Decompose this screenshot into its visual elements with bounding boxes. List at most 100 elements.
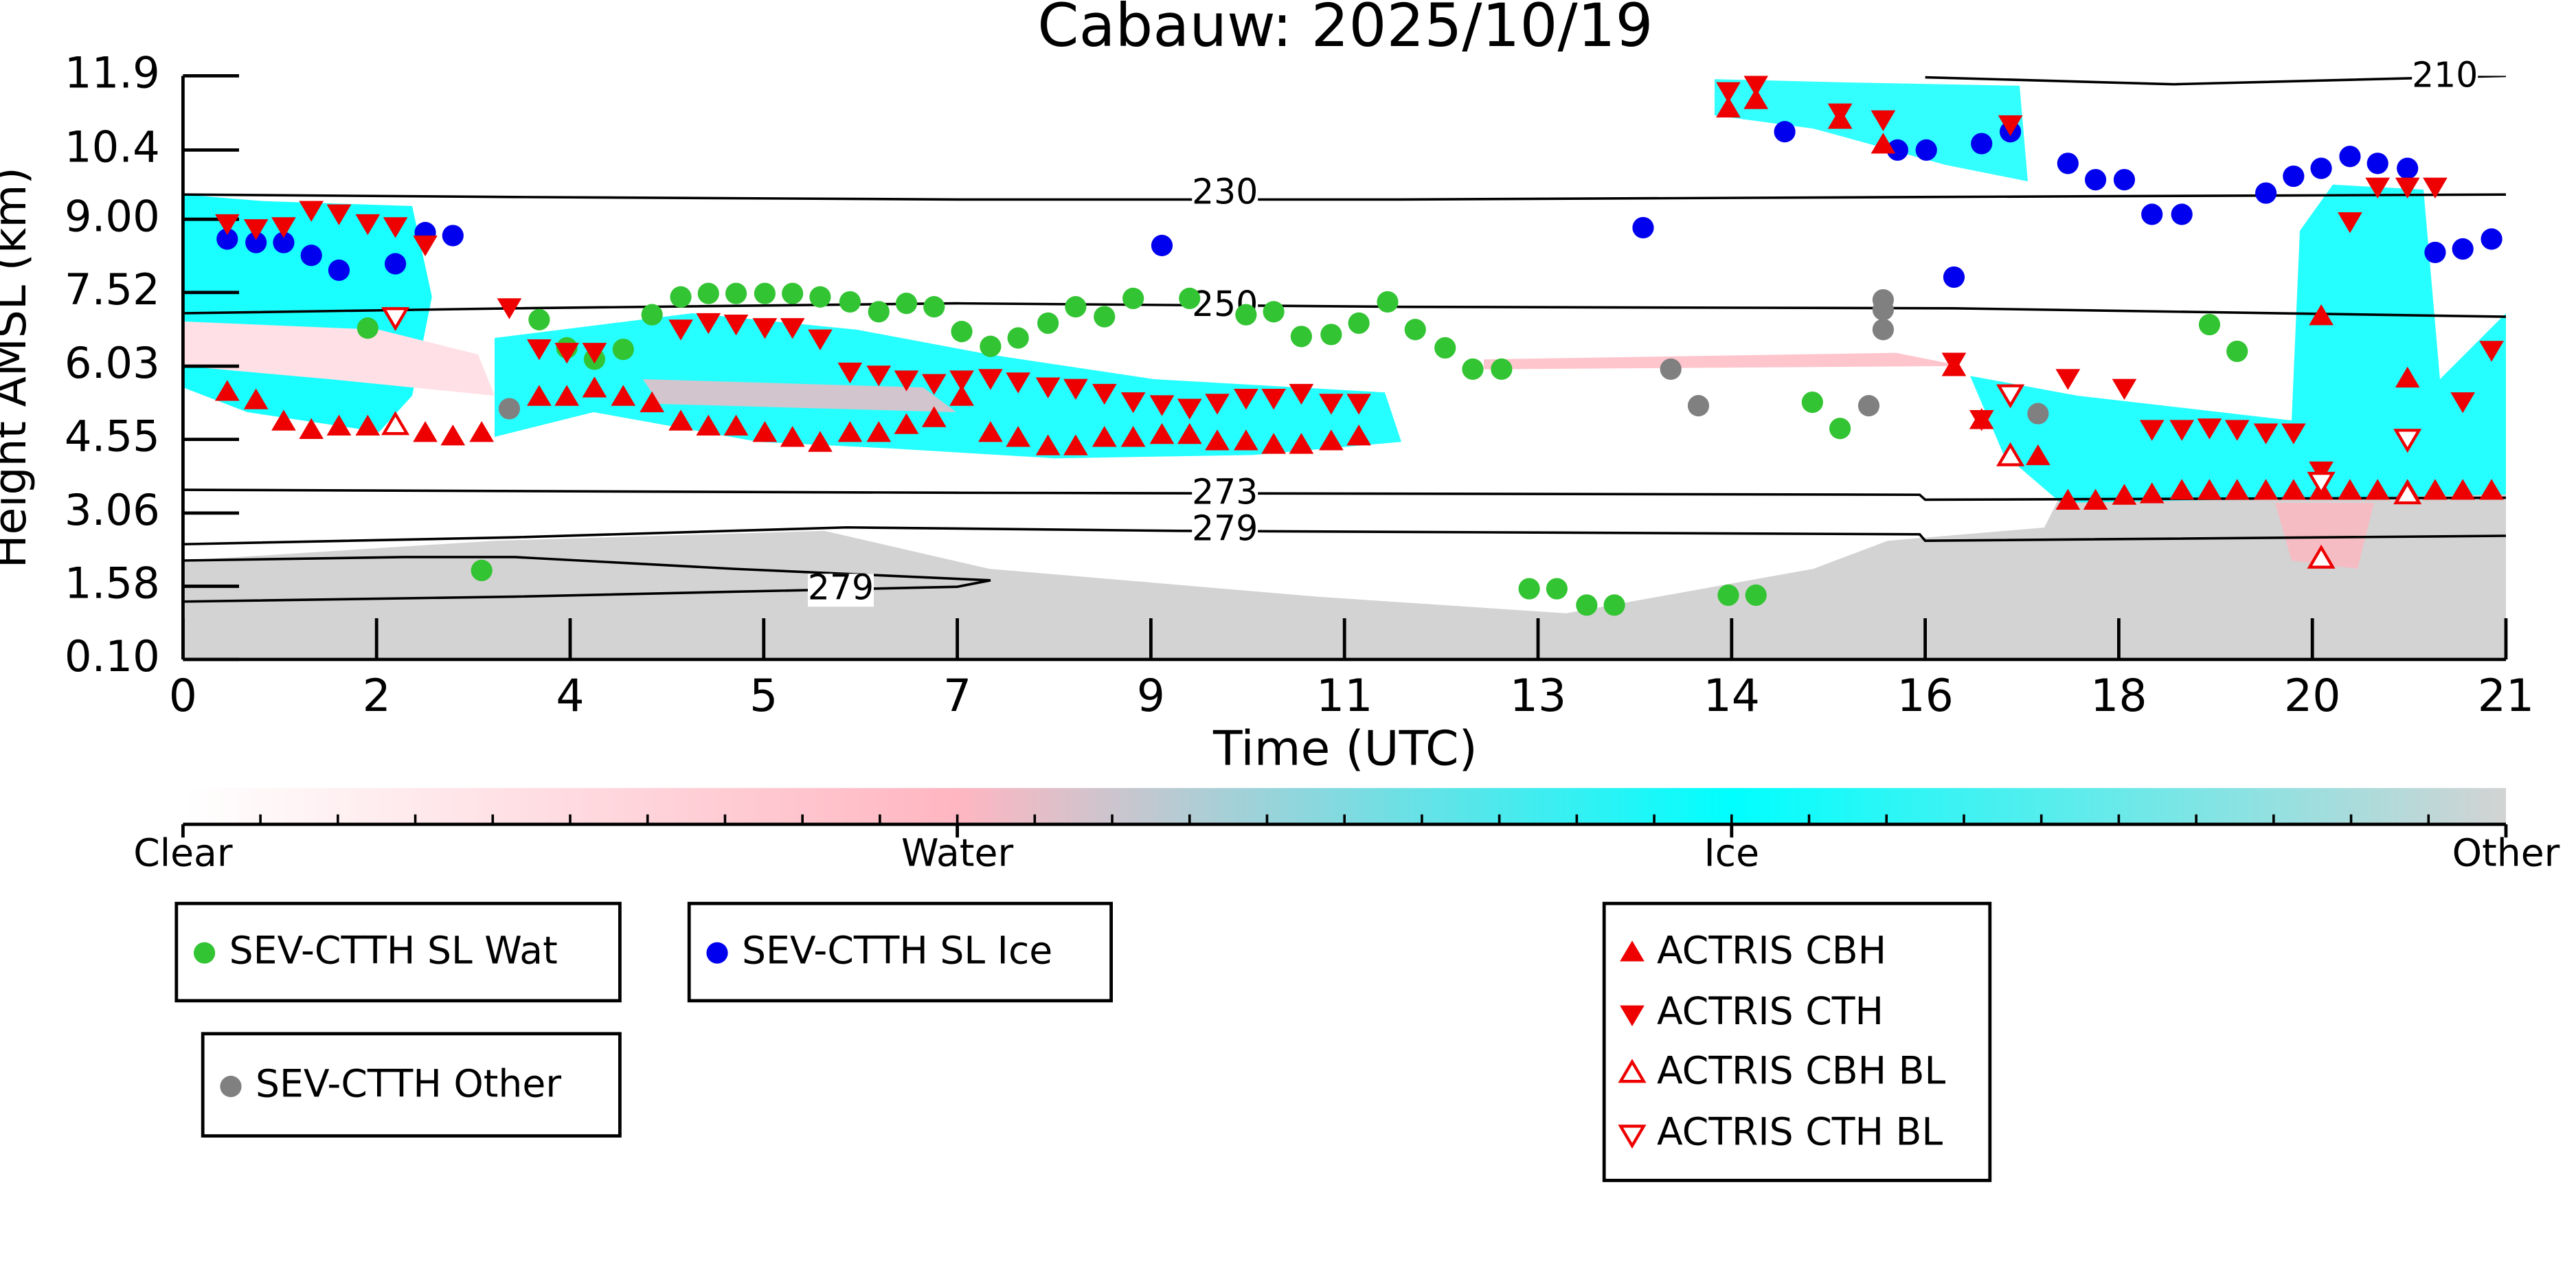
data-point bbox=[1063, 434, 1088, 455]
data-point bbox=[554, 343, 580, 364]
colorbar-minor-ticks bbox=[259, 814, 2430, 824]
data-point bbox=[2139, 420, 2165, 441]
data-point bbox=[527, 339, 552, 361]
x-axis-label: Time (UTC) bbox=[1212, 721, 1478, 776]
legend-marker bbox=[1620, 1005, 1645, 1026]
data-point bbox=[1886, 139, 1908, 161]
data-point bbox=[328, 259, 350, 281]
data-point bbox=[2397, 157, 2419, 179]
contour-label: 230 bbox=[1192, 172, 1258, 212]
legend-label: SEV-CTTH SL Ice bbox=[742, 929, 1052, 973]
data-point bbox=[837, 362, 863, 384]
data-point bbox=[582, 343, 607, 364]
data-point bbox=[582, 376, 607, 398]
chart-title: Cabauw: 2025/10/19 bbox=[1037, 0, 1653, 60]
data-point bbox=[214, 214, 240, 236]
data-point bbox=[1745, 584, 1767, 606]
data-point bbox=[1092, 426, 1117, 447]
x-tick-label: 5 bbox=[749, 670, 778, 722]
contour-label: 273 bbox=[1192, 472, 1258, 512]
data-point bbox=[1971, 133, 1993, 155]
data-point bbox=[1346, 394, 1371, 415]
x-tick-label: 13 bbox=[1510, 670, 1566, 722]
data-point bbox=[1319, 429, 1344, 451]
data-point bbox=[2055, 488, 2081, 510]
data-point bbox=[1234, 429, 1258, 451]
colorbar-label: Other bbox=[2452, 832, 2560, 876]
y-tick-label: 0.10 bbox=[65, 631, 160, 681]
legend-box bbox=[201, 1032, 622, 1138]
data-point bbox=[2112, 484, 2137, 505]
data-point bbox=[554, 385, 580, 406]
data-point bbox=[2450, 479, 2476, 500]
data-point bbox=[1346, 425, 1371, 446]
data-point bbox=[1871, 110, 1896, 132]
data-point bbox=[1065, 296, 1087, 318]
data-point bbox=[413, 420, 438, 442]
data-point bbox=[2481, 228, 2502, 250]
data-point bbox=[2253, 423, 2279, 444]
data-point bbox=[2083, 488, 2108, 510]
data-point bbox=[696, 313, 721, 335]
data-point bbox=[949, 370, 974, 392]
data-point bbox=[2395, 366, 2420, 388]
data-point bbox=[1660, 358, 1682, 380]
data-point bbox=[951, 321, 973, 343]
data-point bbox=[1007, 327, 1029, 349]
data-point bbox=[1348, 312, 1370, 334]
data-point bbox=[271, 217, 296, 238]
data-point bbox=[1827, 103, 1853, 124]
legend-marker bbox=[1618, 1059, 1647, 1083]
data-point bbox=[949, 385, 974, 406]
data-point bbox=[326, 414, 352, 436]
data-point bbox=[2026, 444, 2050, 466]
legend-box bbox=[1602, 901, 1992, 1182]
data-point bbox=[640, 391, 665, 413]
x-tick-label: 0 bbox=[169, 670, 197, 722]
data-point bbox=[2169, 420, 2195, 441]
data-point bbox=[1857, 395, 1880, 417]
data-point bbox=[1035, 377, 1061, 398]
data-point bbox=[1717, 584, 1739, 606]
cloud-mask-background bbox=[183, 79, 2506, 659]
data-point bbox=[1035, 434, 1061, 455]
data-point bbox=[921, 406, 947, 427]
x-tick-label: 11 bbox=[1316, 670, 1372, 722]
data-point bbox=[611, 385, 636, 406]
data-point bbox=[383, 217, 408, 238]
data-point bbox=[868, 301, 890, 323]
data-point bbox=[2283, 165, 2305, 188]
data-point bbox=[2226, 340, 2248, 363]
data-point bbox=[1377, 291, 1399, 313]
data-point bbox=[1063, 379, 1088, 400]
data-point bbox=[723, 414, 749, 436]
data-point bbox=[894, 370, 919, 392]
data-point bbox=[2224, 479, 2250, 500]
data-point bbox=[723, 315, 749, 336]
data-point bbox=[921, 374, 947, 395]
data-point bbox=[1743, 88, 1769, 109]
data-point bbox=[2113, 169, 2136, 191]
y-tick-label: 10.4 bbox=[65, 122, 160, 172]
x-tick-label: 20 bbox=[2284, 670, 2340, 722]
data-point bbox=[440, 425, 466, 446]
data-point bbox=[1915, 139, 1937, 161]
data-point bbox=[1151, 234, 1173, 256]
data-point bbox=[2253, 479, 2279, 500]
data-point bbox=[214, 380, 240, 401]
y-tick-label: 3.06 bbox=[65, 485, 160, 535]
data-point bbox=[2141, 203, 2163, 225]
data-point bbox=[2255, 182, 2277, 204]
data-point bbox=[1404, 319, 1426, 341]
data-point bbox=[1943, 266, 1965, 289]
data-point bbox=[2479, 341, 2504, 362]
data-point bbox=[2366, 152, 2388, 174]
data-point bbox=[498, 398, 521, 420]
x-tick-label: 16 bbox=[1897, 670, 1953, 722]
data-point bbox=[2424, 241, 2446, 264]
data-point bbox=[2055, 369, 2081, 390]
colorbar-label: Clear bbox=[133, 832, 233, 876]
data-point bbox=[754, 282, 776, 304]
data-point bbox=[1434, 337, 1456, 359]
data-point bbox=[1996, 442, 2025, 466]
